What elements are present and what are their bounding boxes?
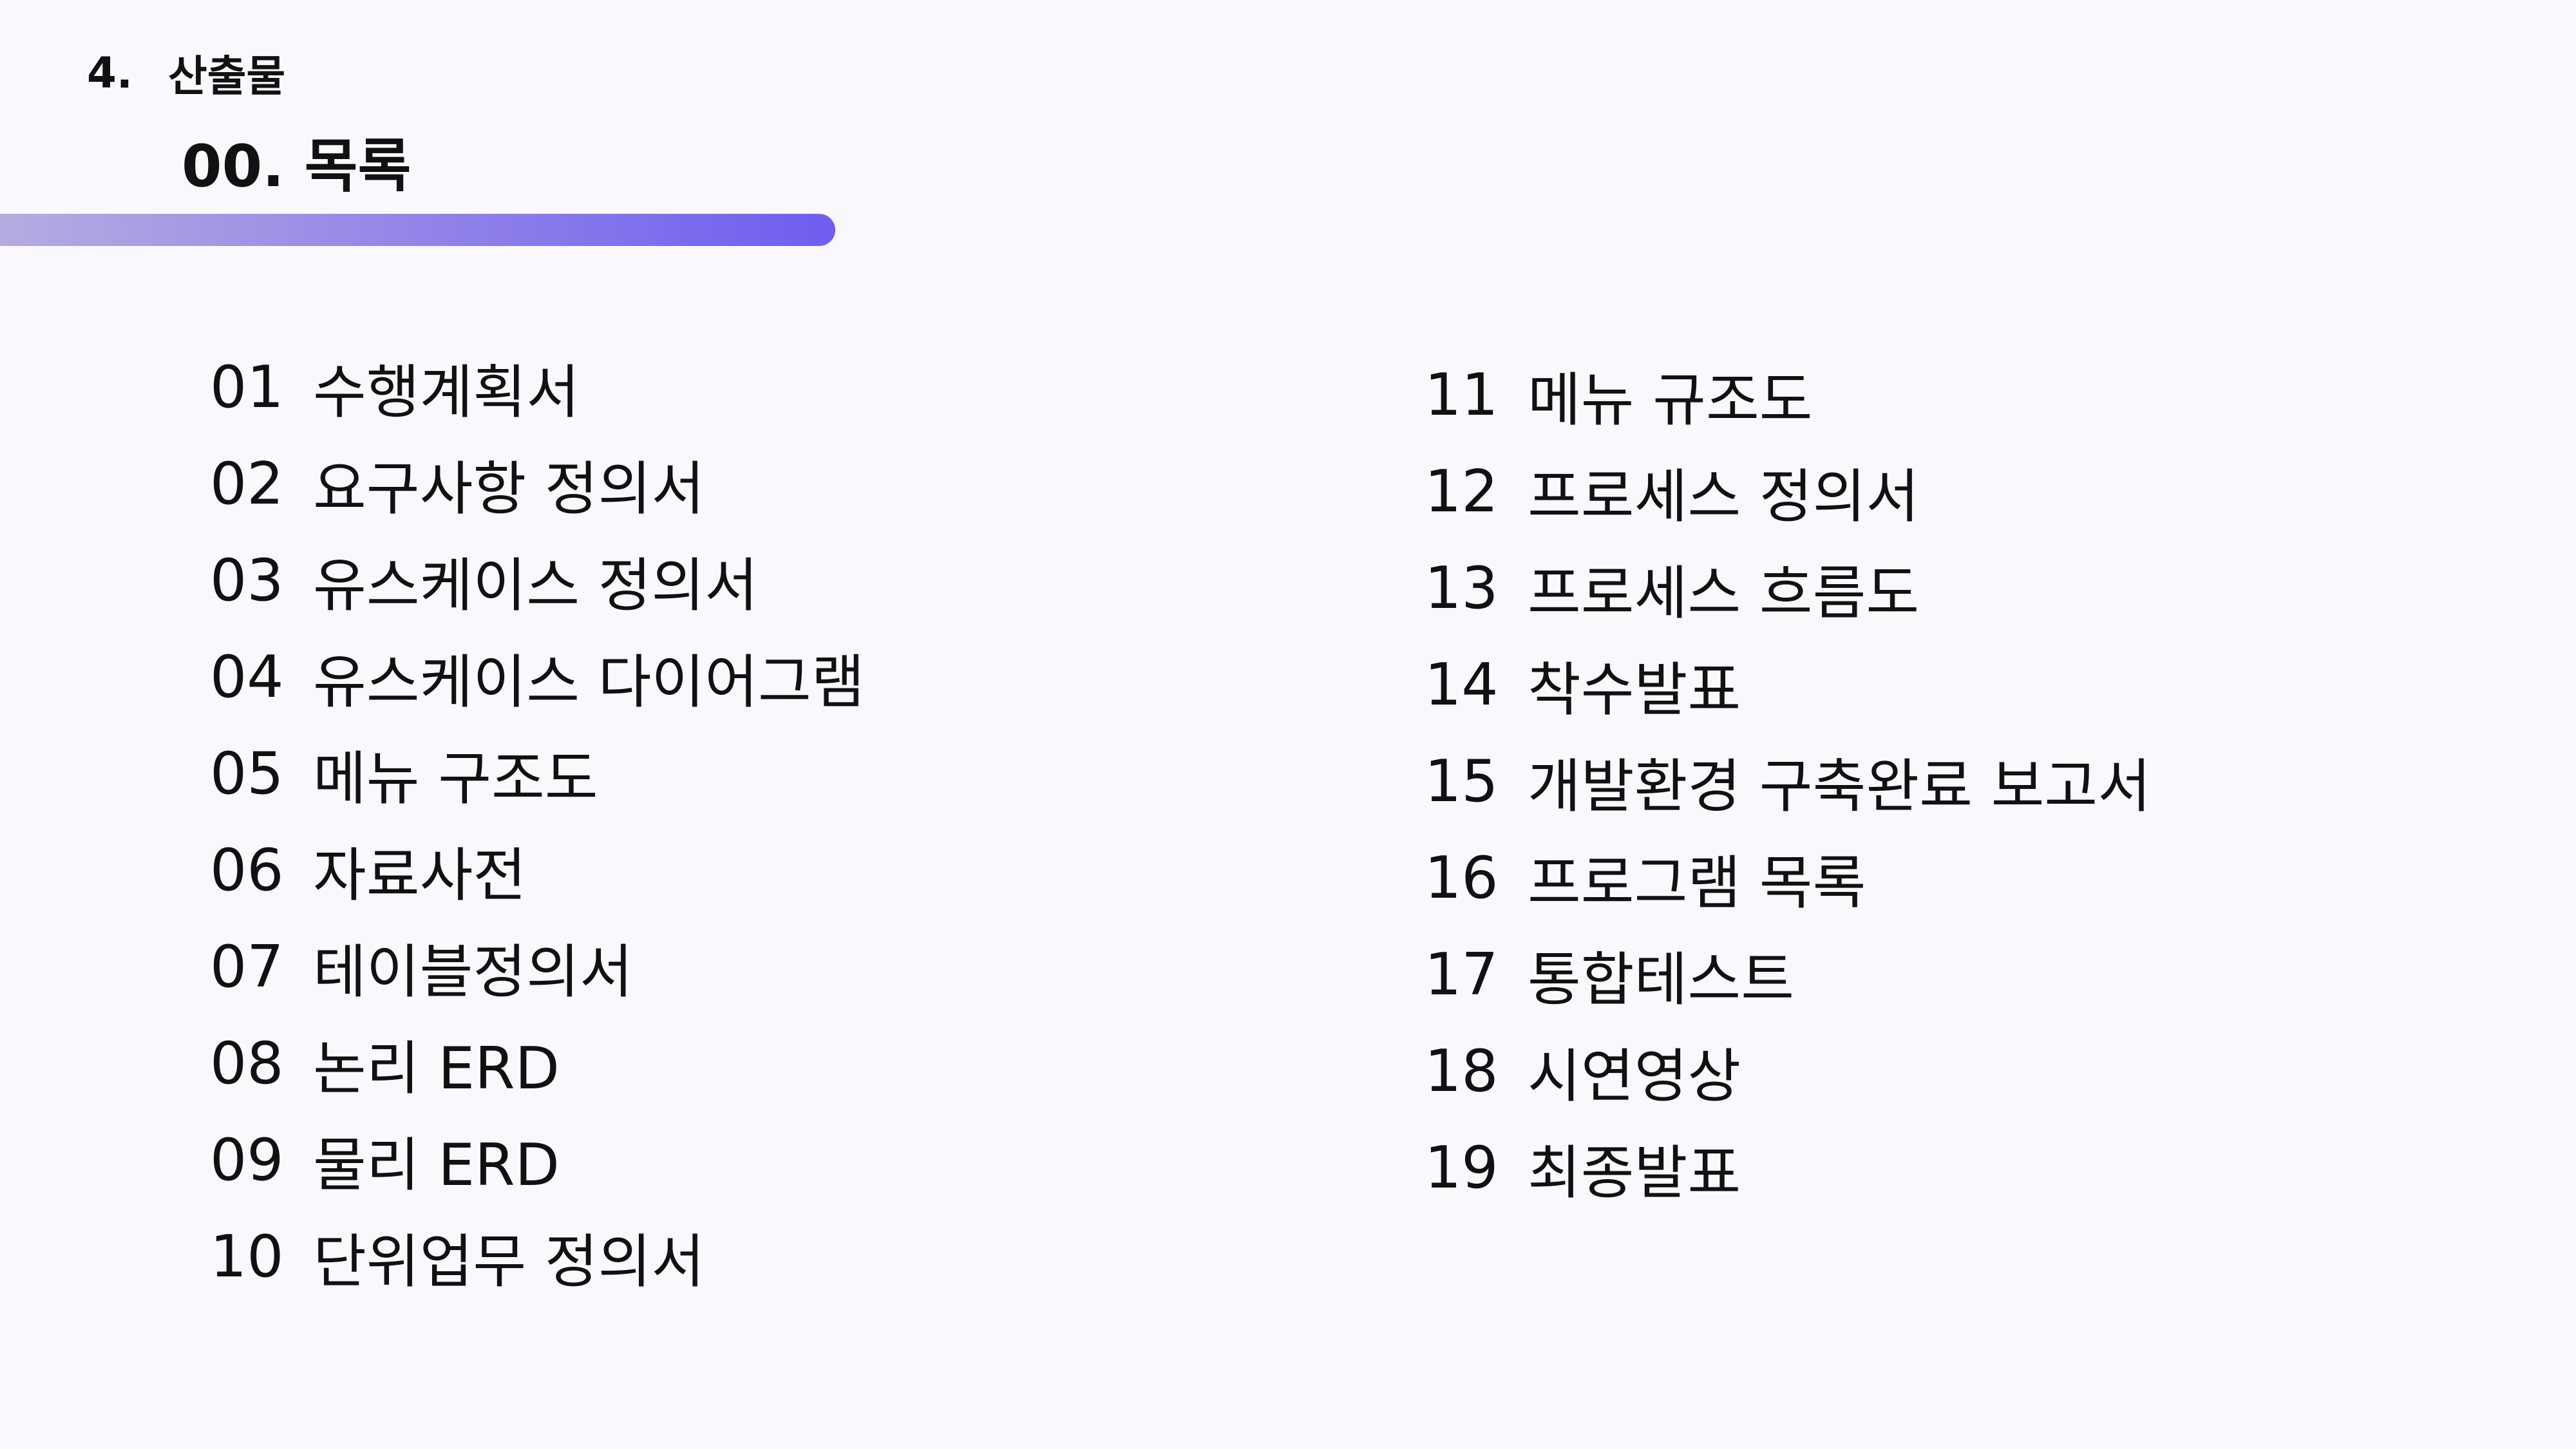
toc-item-number: 11 [1425, 361, 1499, 429]
toc-item-label: 메뉴 구조도 [313, 745, 598, 813]
toc-item-number: 15 [1425, 747, 1499, 815]
toc-right-column: 11 메뉴 규조도 12 프로세스 정의서 13 프로세스 흐름도 14 착수발표 15… [1425, 346, 2151, 1216]
toc-item-label: 프로세스 정의서 [1528, 463, 1920, 531]
toc-item-number: 19 [1425, 1133, 1499, 1202]
toc-left-column: 01 수행계획서 02 요구사항 정의서 03 유스케이스 정의서 04 유스케이스 다… [210, 339, 865, 1305]
toc-item-label: 통합테스트 [1528, 946, 1794, 1014]
toc-item: 13 프로세스 흐름도 [1425, 540, 2151, 636]
toc-item-label: 테이블정의서 [313, 938, 633, 1006]
toc-item: 07 테이블정의서 [210, 918, 865, 1015]
accent-bar [0, 214, 835, 246]
toc-item: 08 논리 ERD [210, 1015, 865, 1112]
toc-item-number: 07 [210, 933, 284, 1001]
section-title: 산출물 [168, 52, 286, 101]
toc-item: 06 자료사전 [210, 822, 865, 918]
toc-item: 19 최종발표 [1425, 1119, 2151, 1216]
toc-item-label: 단위업무 정의서 [313, 1228, 705, 1296]
toc-item: 09 물리 ERD [210, 1112, 865, 1208]
toc-item-number: 08 [210, 1029, 284, 1097]
toc-item-number: 09 [210, 1126, 284, 1194]
toc-item-number: 14 [1425, 650, 1499, 719]
toc-item-number: 04 [210, 643, 284, 711]
toc-item-number: 05 [210, 739, 284, 808]
toc-item-label: 메뉴 규조도 [1528, 366, 1813, 434]
toc-item-number: 02 [210, 450, 284, 518]
toc-item-label: 시연영상 [1528, 1043, 1741, 1110]
toc-item-label: 착수발표 [1528, 656, 1741, 724]
toc-item: 04 유스케이스 다이어그램 [210, 629, 865, 725]
toc-item: 18 시연영상 [1425, 1023, 2151, 1119]
section-number: 4. [87, 48, 133, 98]
toc-item: 05 메뉴 구조도 [210, 725, 865, 822]
toc-item-number: 17 [1425, 940, 1499, 1009]
toc-item: 11 메뉴 규조도 [1425, 346, 2151, 443]
toc-item-label: 프로그램 목록 [1528, 849, 1866, 917]
toc-item: 01 수행계획서 [210, 339, 865, 435]
toc-item: 16 프로그램 목록 [1425, 829, 2151, 926]
toc-item-number: 03 [210, 546, 284, 614]
toc-item-label: 유스케이스 정의서 [313, 552, 759, 620]
toc-item-label: 유스케이스 다이어그램 [313, 649, 865, 716]
toc-item-label: 프로세스 흐름도 [1528, 560, 1920, 627]
toc-item-number: 01 [210, 353, 284, 421]
toc-item-number: 18 [1425, 1037, 1499, 1105]
toc-item: 17 통합테스트 [1425, 926, 2151, 1023]
toc-item: 03 유스케이스 정의서 [210, 532, 865, 629]
toc-item: 10 단위업무 정의서 [210, 1208, 865, 1305]
toc-item-label: 요구사항 정의서 [313, 455, 705, 523]
toc-item-label: 논리 ERD [313, 1035, 560, 1103]
toc-item: 12 프로세스 정의서 [1425, 443, 2151, 540]
toc-item-label: 수행계획서 [313, 359, 580, 426]
toc-item-label: 개발환경 구축완료 보고서 [1528, 753, 2152, 820]
toc-item-label: 물리 ERD [313, 1132, 560, 1199]
toc-item-number: 13 [1425, 554, 1499, 622]
page-title: 00. 목록 [182, 133, 412, 200]
toc-item-label: 자료사전 [313, 842, 527, 909]
toc-item-number: 06 [210, 836, 284, 904]
toc-item: 14 착수발표 [1425, 636, 2151, 733]
toc-item-label: 최종발표 [1528, 1139, 1741, 1207]
section-heading: 4. 산출물 [87, 44, 285, 102]
toc-item: 15 개발환경 구축완료 보고서 [1425, 733, 2151, 829]
toc-item-number: 10 [210, 1222, 284, 1291]
toc-item-number: 16 [1425, 844, 1499, 912]
toc-item: 02 요구사항 정의서 [210, 435, 865, 532]
toc-item-number: 12 [1425, 457, 1499, 526]
